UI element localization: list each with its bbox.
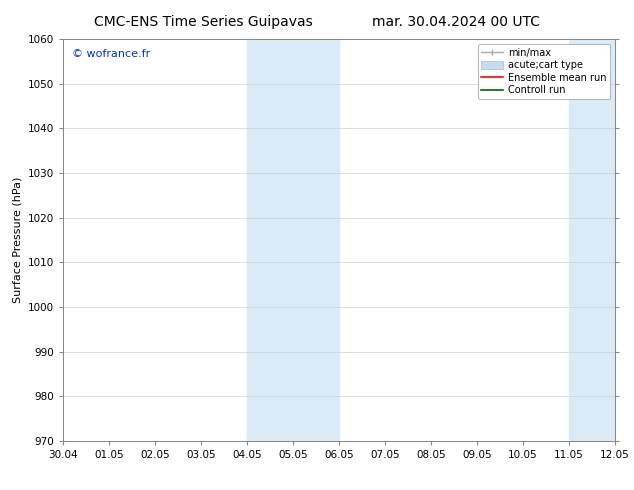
Text: mar. 30.04.2024 00 UTC: mar. 30.04.2024 00 UTC: [373, 15, 540, 29]
Text: CMC-ENS Time Series Guipavas: CMC-ENS Time Series Guipavas: [93, 15, 313, 29]
Legend: min/max, acute;cart type, Ensemble mean run, Controll run: min/max, acute;cart type, Ensemble mean …: [477, 44, 610, 99]
Text: © wofrance.fr: © wofrance.fr: [72, 49, 150, 59]
Bar: [247, 39, 339, 441]
Bar: [569, 39, 615, 441]
Y-axis label: Surface Pressure (hPa): Surface Pressure (hPa): [13, 177, 23, 303]
